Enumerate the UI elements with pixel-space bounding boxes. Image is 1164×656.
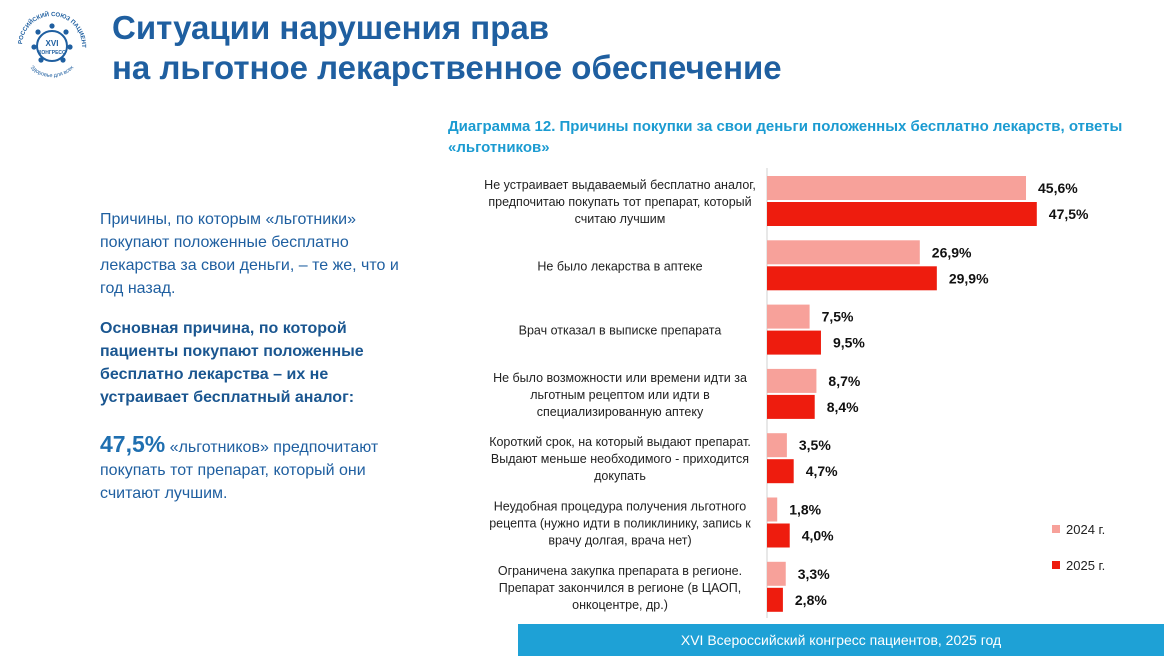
data-label: 3,5% (799, 437, 831, 453)
svg-text:Здоровье для всех: Здоровье для всех (29, 65, 75, 79)
bar-2025 (767, 330, 821, 355)
data-label: 4,0% (802, 528, 834, 544)
data-label: 4,7% (806, 463, 838, 479)
logo-ring-text-bottom: Здоровье для всех (29, 65, 75, 79)
logo-center-line2: КОНГРЕСС (38, 50, 66, 56)
data-label: 29,9% (949, 270, 989, 286)
category-label: считаю лучшим (575, 212, 666, 226)
category-label: врачу долгая, врача нет) (548, 534, 691, 548)
footer-banner: XVI Всероссийский конгресс пациентов, 20… (518, 624, 1164, 656)
summary-paragraph-3: 47,5% «льготников» предпочитают покупать… (100, 433, 410, 505)
data-label: 7,5% (822, 309, 854, 325)
category-label: рецепта (нужно идти в поликлинику, запис… (489, 517, 751, 531)
legend-label: 2024 г. (1066, 522, 1105, 537)
chart-title: Диаграмма 12. Причины покупки за свои де… (448, 118, 1123, 156)
category-label: Не устраивает выдаваемый бесплатно анало… (484, 178, 756, 192)
category-label: Выдают меньше необходимого - приходится (491, 452, 749, 466)
data-label: 9,5% (833, 335, 865, 351)
bar-2025 (767, 459, 794, 484)
bar-2024 (767, 561, 786, 586)
bar-2025 (767, 523, 790, 548)
page-title: Ситуации нарушения прав на льготное лека… (112, 8, 782, 88)
key-percentage-text: «льготников» предпочитают покупать тот п… (100, 439, 379, 502)
data-label: 8,7% (828, 373, 860, 389)
page-title-line2: на льготное лекарственное обеспечение (112, 49, 782, 86)
summary-panel: Причины, по которым «льготники» покупают… (100, 208, 410, 505)
bar-2025 (767, 394, 815, 419)
bar-2024 (767, 304, 810, 329)
legend-swatch (1052, 525, 1060, 533)
category-label: Препарат закончился в регионе (в ЦАОП, (499, 581, 741, 595)
bar-2025 (767, 266, 937, 291)
bar-2025 (767, 202, 1037, 226)
data-label: 26,9% (932, 244, 972, 260)
page-title-line1: Ситуации нарушения прав (112, 9, 549, 46)
data-label: 1,8% (789, 502, 821, 518)
bar-2025 (767, 587, 783, 612)
bar-chart: Не устраивает выдаваемый бесплатно анало… (484, 168, 1105, 618)
summary-paragraph-2: Основная причина, по которой пациенты по… (100, 320, 364, 406)
category-label: Неудобная процедура получения льготного (494, 500, 747, 514)
people-circle-icon (31, 23, 73, 63)
category-label: льготным рецептом или идти в (530, 388, 710, 402)
category-label: Врач отказал в выписке препарата (519, 324, 722, 338)
bar-2024 (767, 240, 920, 265)
category-label: онкоцентре, др.) (572, 598, 668, 612)
category-label: Не было возможности или времени идти за (493, 371, 747, 385)
legend-swatch (1052, 561, 1060, 569)
logo-center-line1: XVI (46, 39, 59, 48)
data-label: 45,6% (1038, 180, 1078, 196)
legend-label: 2025 г. (1066, 558, 1105, 573)
key-percentage: 47,5% (100, 431, 166, 457)
category-label: Ограничена закупка препарата в регионе. (498, 564, 742, 578)
data-label: 8,4% (827, 399, 859, 415)
data-label: 2,8% (795, 592, 827, 608)
category-label: Не было лекарства в аптеке (537, 259, 702, 273)
data-label: 47,5% (1049, 206, 1089, 222)
bar-2024 (767, 497, 778, 522)
summary-paragraph-1: Причины, по которым «льготники» покупают… (100, 211, 399, 297)
category-label: предпочитаю покупать тот препарат, котор… (488, 195, 751, 209)
category-label: Короткий срок, на который выдают препара… (489, 435, 751, 449)
data-label: 3,3% (798, 566, 830, 582)
bar-2024 (767, 433, 787, 458)
bar-2024 (767, 368, 817, 393)
bar-2024 (767, 176, 1027, 200)
category-label: докупать (594, 469, 646, 483)
congress-logo: ВСЕРОССИЙСКИЙ СОЮЗ ПАЦИЕНТОВ Здоровье дл… (8, 6, 89, 83)
category-label: специализированную аптеку (537, 405, 704, 419)
